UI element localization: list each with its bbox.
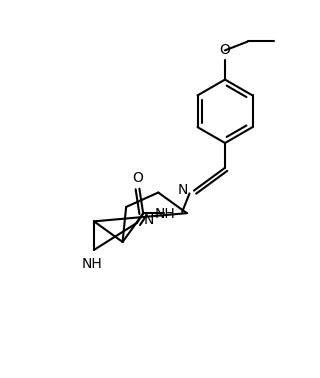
Text: N: N [143, 214, 154, 228]
Text: NH: NH [154, 207, 175, 221]
Text: N: N [178, 183, 188, 197]
Text: O: O [132, 171, 143, 185]
Text: NH: NH [82, 257, 103, 271]
Text: O: O [220, 43, 230, 57]
